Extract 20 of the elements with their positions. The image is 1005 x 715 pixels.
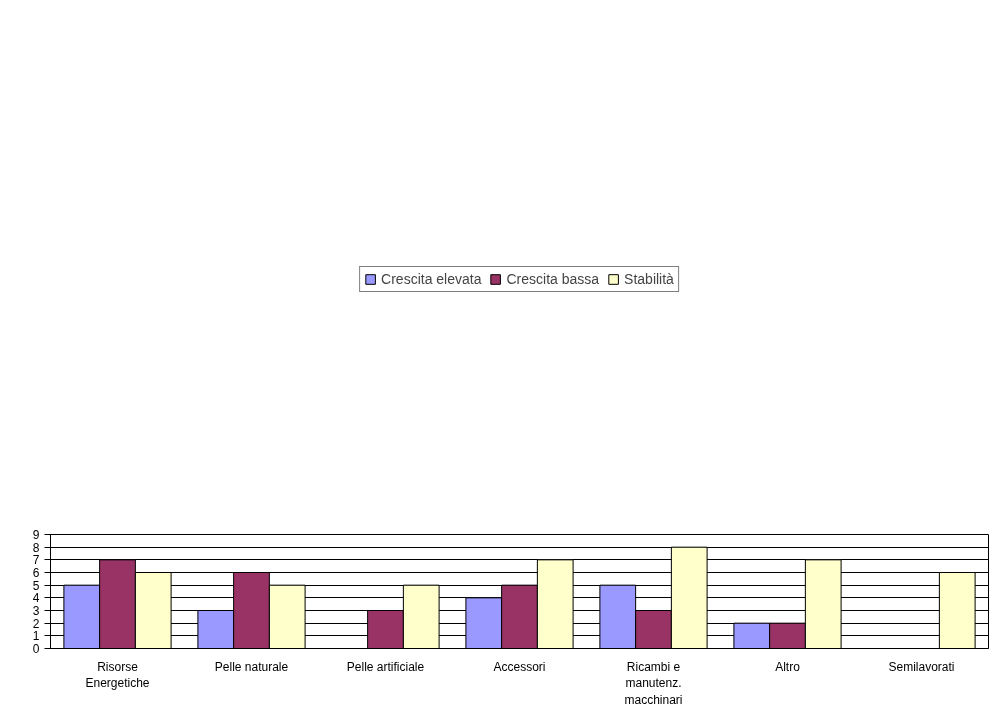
x-tick-label: Pelle naturale (214, 659, 289, 674)
legend-label: Stabilità (624, 271, 674, 287)
x-tick-label: Pelle artificiale (346, 659, 425, 674)
y-tick-label: 7 (32, 553, 40, 568)
x-tick-label: Ricambi e manutenz. macchinari (624, 659, 683, 708)
y-tick-label: 8 (32, 540, 40, 555)
y-tick-label: 1 (32, 629, 40, 644)
y-tick-label: 2 (32, 616, 40, 631)
x-tick-label: Accessori (493, 659, 546, 674)
legend-label: Crescita elevata (381, 271, 482, 287)
x-tick-label: Risorse Energetiche (85, 659, 150, 691)
x-tick-label: Semilavorati (888, 659, 955, 674)
y-tick-label: 9 (32, 528, 40, 542)
y-tick-label: 6 (32, 566, 40, 580)
y-tick-label: 5 (32, 578, 40, 593)
y-tick-label: 4 (32, 591, 40, 606)
legend-label: Crescita bassa (506, 271, 600, 287)
y-tick-label: 0 (32, 642, 40, 656)
y-tick-label: 3 (32, 604, 40, 618)
x-tick-label: Altro (775, 659, 801, 674)
